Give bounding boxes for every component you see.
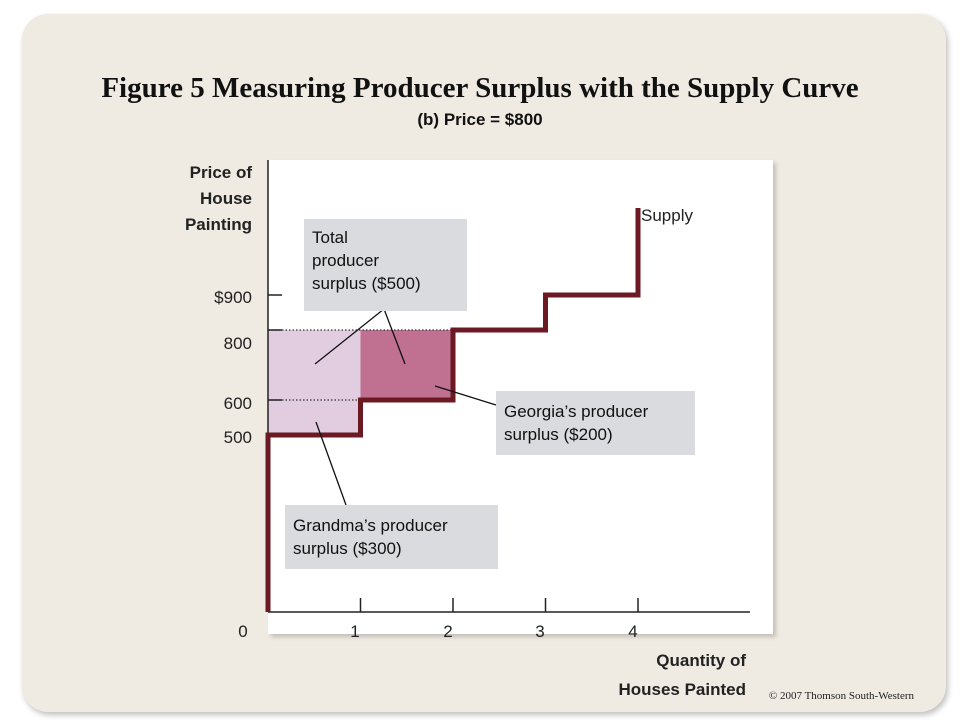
y-axis-label: Price of House Painting bbox=[150, 160, 252, 238]
callout-line: surplus ($500) bbox=[312, 274, 421, 293]
grandma-surplus-callout: Grandma’s producer surplus ($300) bbox=[285, 505, 498, 569]
x-tick-label-1: 1 bbox=[350, 622, 360, 641]
x-axis-label-line: Houses Painted bbox=[618, 680, 746, 699]
x-tick-label-3: 3 bbox=[535, 622, 545, 641]
callout-line: Georgia’s producer bbox=[504, 402, 649, 421]
figure-subtitle: (b) Price = $800 bbox=[417, 110, 543, 129]
figure-title: Figure 5 Measuring Producer Surplus with… bbox=[101, 72, 859, 104]
x-tick-label-2: 2 bbox=[443, 622, 453, 641]
copyright-notice: © 2007 Thomson South-Western bbox=[768, 690, 914, 702]
supply-curve-label: Supply bbox=[641, 206, 693, 225]
supply-curve bbox=[265, 208, 641, 612]
y-tick-label-900: $900 bbox=[214, 288, 252, 307]
callout-line: surplus ($300) bbox=[293, 539, 402, 558]
callout-line: Grandma’s producer bbox=[293, 516, 448, 535]
y-axis-label-line: House bbox=[200, 189, 252, 208]
x-axis-label-line: Quantity of bbox=[656, 651, 746, 670]
y-tick-label-600: 600 bbox=[223, 394, 252, 413]
y-tick-label-500: 500 bbox=[223, 428, 252, 447]
x-axis-label: Quantity of Houses Painted bbox=[566, 646, 746, 704]
surplus-region-georgia bbox=[360, 330, 453, 400]
surplus-region-grandma bbox=[268, 330, 361, 435]
callout-line: surplus ($200) bbox=[504, 425, 613, 444]
total-callout-pointer-grandma bbox=[314, 308, 385, 365]
y-tick-label-800: 800 bbox=[223, 334, 252, 353]
callout-line: Total bbox=[312, 228, 348, 247]
x-tick-label-4: 4 bbox=[628, 622, 638, 641]
y-axis-label-line: Price of bbox=[189, 163, 252, 182]
y-axis-label-line: Painting bbox=[184, 215, 252, 234]
callout-line: producer bbox=[312, 251, 380, 270]
grandma-callout-pointer bbox=[315, 421, 347, 506]
georgia-surplus-callout: Georgia’s producer surplus ($200) bbox=[496, 391, 695, 455]
x-tick-label-0: 0 bbox=[238, 622, 248, 641]
georgia-callout-pointer bbox=[434, 385, 497, 406]
total-callout-pointer-georgia bbox=[383, 308, 406, 365]
total-surplus-callout: Total producer surplus ($500) bbox=[304, 219, 467, 311]
